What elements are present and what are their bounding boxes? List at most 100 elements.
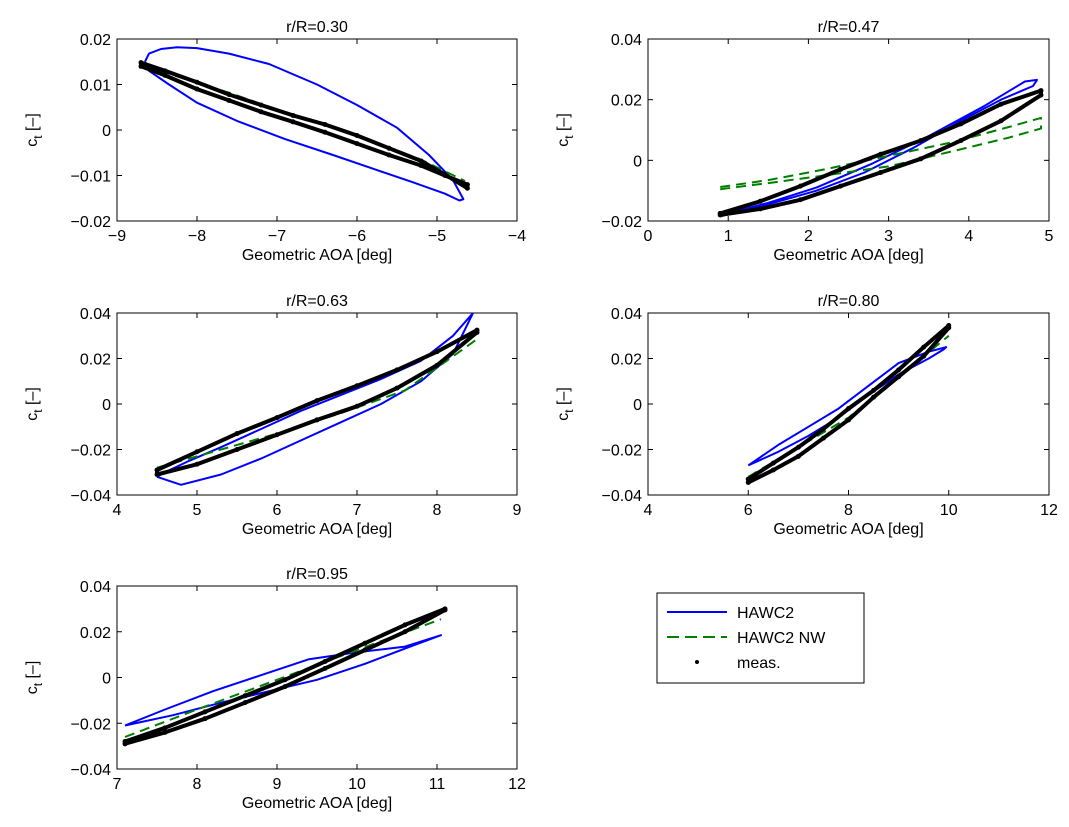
panel-2-point-meas bbox=[757, 206, 763, 212]
panel-1-point-meas bbox=[442, 173, 448, 178]
panel-4-xtick-label: 12 bbox=[1040, 502, 1058, 519]
panel-4-series-hawc2 bbox=[747, 346, 948, 467]
panel-1-ytick-label: 0.01 bbox=[80, 78, 111, 95]
panel-4-point-meas bbox=[795, 444, 801, 450]
panel-5-point-meas bbox=[122, 739, 128, 745]
panel-5-axes-frame bbox=[116, 585, 518, 770]
panel-1-point-meas bbox=[354, 141, 360, 147]
panel-4-title: r/R=0.80 bbox=[818, 293, 880, 310]
panel-5-xtick-label: 12 bbox=[508, 776, 526, 793]
legend-swatch-meas bbox=[695, 660, 699, 664]
panel-3-point-meas bbox=[314, 398, 320, 404]
panel-3-ytick-label: 0 bbox=[102, 397, 111, 414]
panel-5-ylabel-unit: [–] bbox=[24, 661, 41, 683]
panel-1-series-meas bbox=[139, 60, 470, 191]
panel-5-xtick-label: 10 bbox=[348, 776, 366, 793]
panel-1-xlabel: Geometric AOA [deg] bbox=[242, 247, 392, 264]
panel-5-point-meas bbox=[402, 622, 408, 628]
panel-1-point-meas bbox=[418, 162, 424, 168]
panel-1-xtick-label: −7 bbox=[268, 228, 286, 245]
panel-3-point-meas bbox=[154, 472, 160, 478]
panel-4-point-meas bbox=[871, 387, 877, 393]
panel-5-xtick-label: 11 bbox=[429, 776, 446, 793]
panel-4-point-meas bbox=[896, 367, 902, 373]
panel-5-series-meas bbox=[123, 606, 447, 746]
panel-3-point-meas bbox=[234, 447, 240, 452]
panel-5: 7 8 9 10 11 12 −0.04 −0.02 0 0.02 0.04 r/R=0.95 Geom… bbox=[24, 566, 526, 812]
panel-1-point-meas bbox=[226, 92, 232, 98]
panel-4-xlabel: Geometric AOA [deg] bbox=[773, 521, 923, 538]
panel-2-ylabel: ct [–] bbox=[555, 113, 576, 147]
panel-2-title: r/R=0.47 bbox=[818, 19, 880, 36]
legend-label-meas: meas. bbox=[737, 655, 781, 672]
panel-3-xtick-label: 6 bbox=[273, 502, 282, 519]
panel-3-ytick-label: 0.02 bbox=[80, 352, 111, 369]
panel-1-point-meas bbox=[226, 97, 232, 103]
panel-2-xtick-label: 1 bbox=[724, 228, 733, 245]
panel-3-xtick-label: 7 bbox=[353, 502, 362, 519]
panel-4-point-meas bbox=[770, 467, 776, 473]
panel-5-point-meas bbox=[202, 709, 208, 715]
panel-1-point-meas bbox=[194, 79, 200, 85]
panel-3-point-meas bbox=[154, 467, 160, 473]
panel-4-point-meas bbox=[846, 406, 851, 412]
panel-1-point-meas bbox=[290, 112, 296, 118]
panel-2-series-hawc2 bbox=[719, 78, 1038, 218]
panel-1-point-meas bbox=[162, 72, 168, 78]
panel-1-ytick-label: −0.01 bbox=[71, 169, 112, 186]
panel-3-point-meas bbox=[394, 367, 400, 373]
panel-5-point-meas bbox=[402, 629, 408, 635]
panel-5-point-meas bbox=[442, 606, 448, 612]
panel-1-point-meas bbox=[138, 63, 144, 69]
panel-4-ylabel-unit: [–] bbox=[555, 387, 572, 409]
panel-1-xtick-label: −5 bbox=[428, 228, 446, 245]
panel-5-xtick-label: 7 bbox=[113, 776, 122, 793]
panel-2-xtick-label: 0 bbox=[644, 228, 653, 245]
panel-2-axes-frame bbox=[647, 38, 1050, 222]
panel-5-ylabel-sub: t bbox=[31, 682, 45, 686]
panel-2-ytick-label: −0.02 bbox=[602, 214, 643, 231]
panel-4-xtick-label: 4 bbox=[644, 502, 653, 519]
panel-2-point-meas bbox=[998, 101, 1004, 107]
legend-label-hawc2-nw: HAWC2 NW bbox=[737, 630, 826, 647]
panel-4: 4 6 8 10 12 −0.04 −0.02 0 0.02 0.04 r/R=0.80 Geomet… bbox=[555, 293, 1058, 538]
panel-4-point-meas bbox=[770, 460, 776, 466]
panel-5-ytick-label: 0 bbox=[102, 671, 111, 688]
panel-2-point-meas bbox=[958, 138, 964, 144]
panel-1-xtick-label: −9 bbox=[108, 228, 126, 245]
panel-2-xtick-label: 2 bbox=[804, 228, 813, 245]
panel-1-xtick-label: −4 bbox=[508, 228, 526, 245]
panel-1-ytick-label: 0 bbox=[102, 123, 111, 140]
panel-1-point-meas bbox=[258, 102, 264, 108]
panel-5-ytick-label: −0.04 bbox=[71, 762, 112, 779]
panel-2-point-meas bbox=[837, 166, 843, 172]
panel-3: 4 5 6 7 8 9 −0.04 −0.02 0 0.02 0.04 r/R=0.63 Geometr… bbox=[24, 293, 522, 538]
panel-4-ytick-label: 0 bbox=[633, 397, 642, 414]
panel-4-point-meas bbox=[820, 435, 826, 441]
panel-4-ytick-label: 0.04 bbox=[611, 306, 642, 323]
panel-2-point-meas bbox=[797, 183, 803, 189]
panel-3-xtick-label: 8 bbox=[433, 502, 442, 519]
panel-4-xtick-label: 6 bbox=[744, 502, 753, 519]
panel-5-point-meas bbox=[362, 647, 368, 653]
panel-2-plot-area bbox=[717, 78, 1044, 218]
panel-2-ylabel-sub: t bbox=[562, 135, 576, 139]
panel-2-ytick-label: 0.04 bbox=[611, 32, 642, 49]
panel-1-title: r/R=0.30 bbox=[286, 19, 348, 36]
panel-2-point-meas bbox=[878, 151, 884, 157]
panel-1-point-meas bbox=[418, 158, 424, 164]
panel-4-xtick-label: 10 bbox=[940, 502, 958, 519]
panel-1-point-meas bbox=[290, 119, 296, 125]
panel-3-ytick-label: −0.02 bbox=[71, 443, 112, 460]
panel-3-point-meas bbox=[434, 362, 440, 368]
panel-5-point-meas bbox=[282, 684, 288, 690]
panel-2-xtick-label: 4 bbox=[964, 228, 973, 245]
panel-2-point-meas bbox=[1038, 88, 1044, 94]
panel-5-xlabel: Geometric AOA [deg] bbox=[242, 795, 392, 812]
panel-1-point-meas bbox=[464, 185, 470, 191]
panel-1-point-meas bbox=[194, 86, 200, 92]
panel-2-point-meas bbox=[1038, 92, 1044, 98]
panel-1-series-hawc2 bbox=[144, 46, 465, 202]
panel-5-xtick-label: 9 bbox=[273, 776, 282, 793]
